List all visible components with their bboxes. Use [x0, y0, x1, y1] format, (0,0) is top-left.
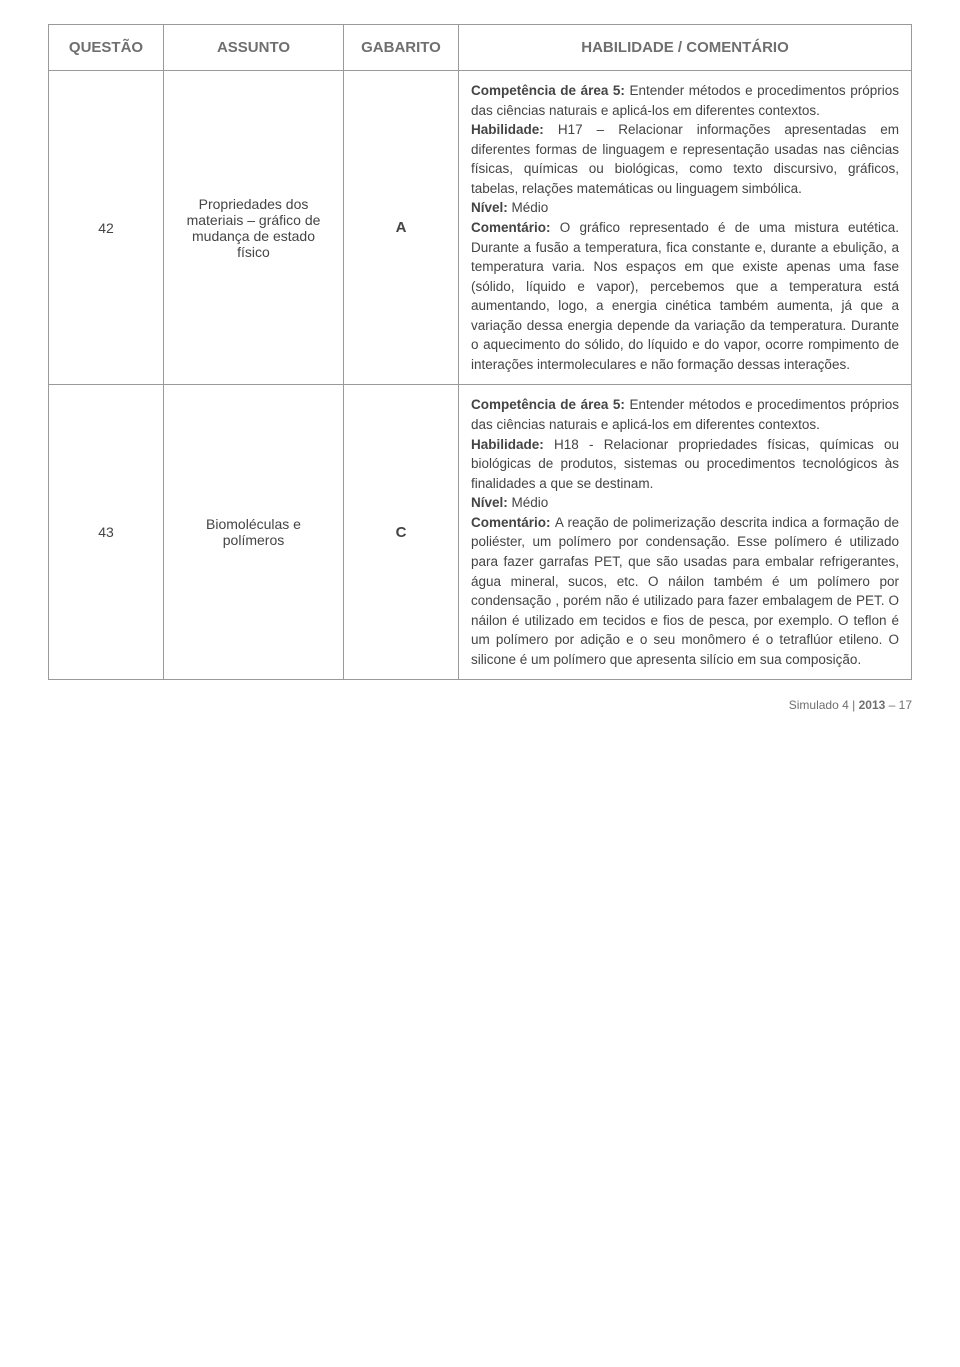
- footer-sep: |: [849, 698, 859, 712]
- col-header-comentario: HABILIDADE / COMENTÁRIO: [459, 25, 912, 71]
- footer-simulado: Simulado 4: [789, 698, 849, 712]
- page-footer: Simulado 4 | 2013 – 17: [48, 698, 912, 712]
- col-header-gabarito: GABARITO: [344, 25, 459, 71]
- answer-key-table: QUESTÃO ASSUNTO GABARITO HABILIDADE / CO…: [48, 24, 912, 680]
- cell-comentario: Competência de área 5: Entender métodos …: [459, 71, 912, 385]
- footer-page: 17: [899, 698, 912, 712]
- table-body: 42 Propriedades dos materiais – gráfico …: [49, 71, 912, 680]
- col-header-assunto: ASSUNTO: [164, 25, 344, 71]
- cell-questao: 43: [49, 385, 164, 680]
- cell-gabarito: C: [344, 385, 459, 680]
- table-row: 43 Biomoléculas e polímeros C Competênci…: [49, 385, 912, 680]
- col-header-questao: QUESTÃO: [49, 25, 164, 71]
- cell-questao: 42: [49, 71, 164, 385]
- cell-comentario: Competência de área 5: Entender métodos …: [459, 385, 912, 680]
- cell-gabarito: A: [344, 71, 459, 385]
- table-row: 42 Propriedades dos materiais – gráfico …: [49, 71, 912, 385]
- page: QUESTÃO ASSUNTO GABARITO HABILIDADE / CO…: [0, 0, 960, 752]
- footer-year: 2013: [859, 698, 886, 712]
- cell-assunto: Propriedades dos materiais – gráfico de …: [164, 71, 344, 385]
- table-header: QUESTÃO ASSUNTO GABARITO HABILIDADE / CO…: [49, 25, 912, 71]
- cell-assunto: Biomoléculas e polímeros: [164, 385, 344, 680]
